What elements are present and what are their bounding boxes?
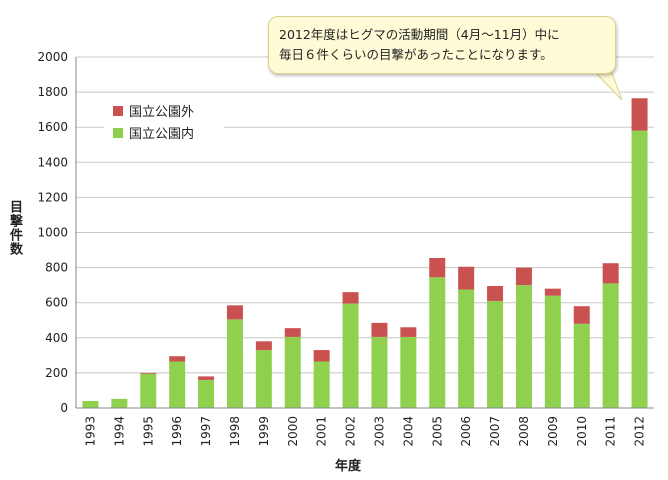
bar-outside-park: [602, 263, 619, 284]
bar-inside-park: [284, 336, 301, 408]
x-tick-labels: 1993 1994 1995 1996 1997 1998 1999 2000 2001 2002…: [83, 416, 646, 447]
x-tick-label: 2009: [546, 416, 560, 447]
x-tick-label: 2008: [517, 416, 531, 447]
x-tick-label: 1993: [83, 416, 97, 447]
legend-swatch-outside: [113, 106, 123, 116]
x-tick-label: 1996: [170, 416, 184, 447]
bar-inside-park: [487, 300, 504, 408]
bar-inside-park: [82, 400, 99, 408]
x-tick-label: 1997: [199, 416, 213, 447]
y-tick-label: 400: [45, 331, 68, 345]
bar-inside-park: [573, 323, 590, 408]
bar-outside-park: [371, 322, 388, 337]
x-tick-label: 2001: [315, 416, 329, 447]
annotation-line-2: 毎日６件くらいの目撃があったことになります。: [279, 47, 553, 62]
y-tick-label: 2000: [37, 50, 68, 64]
bar-outside-park: [631, 98, 648, 131]
y-axis-title: 目撃件数: [7, 200, 22, 256]
bar-outside-park: [226, 305, 243, 320]
callout-tail: [594, 72, 623, 101]
bar-inside-park: [226, 319, 243, 408]
bar-outside-park: [255, 341, 272, 351]
bar-outside-park: [573, 306, 590, 324]
y-tick-label: 1400: [37, 155, 68, 169]
bar-inside-park: [342, 303, 359, 408]
legend-label-outside: 国立公園外: [129, 105, 194, 120]
y-tick-label: 200: [45, 366, 68, 380]
bar-inside-park: [169, 361, 186, 408]
x-tick-label: 1999: [257, 416, 271, 447]
x-tick-label: 2012: [633, 416, 647, 447]
x-tick-label: 2004: [401, 416, 415, 447]
y-tick-label: 0: [60, 401, 68, 415]
x-tick-label: 2005: [430, 416, 444, 447]
bar-outside-park: [313, 350, 330, 362]
bar-inside-park: [602, 283, 619, 408]
bar-inside-park: [515, 285, 532, 408]
x-tick-label: 1995: [141, 416, 155, 447]
bar-inside-park: [429, 277, 446, 408]
x-tick-label: 2011: [604, 416, 618, 447]
bar-inside-park: [313, 361, 330, 408]
legend: 国立公園外 国立公園内: [104, 96, 224, 144]
bar-inside-park: [255, 350, 272, 408]
bar-outside-park: [458, 266, 475, 290]
bar-outside-park: [140, 372, 157, 374]
bar-outside-park: [400, 327, 417, 337]
legend-swatch-inside: [113, 128, 123, 138]
bar-outside-park: [342, 292, 359, 304]
y-tick-labels: 0 200 400 600 800 1000 1200 1400 1600 1800 2000: [37, 50, 68, 415]
bar-inside-park: [400, 336, 417, 408]
x-tick-label: 2007: [488, 416, 502, 447]
x-tick-label: 1994: [112, 416, 126, 447]
bar-outside-park: [169, 356, 186, 362]
bar-inside-park: [371, 336, 388, 408]
bar-outside-park: [284, 328, 301, 337]
bars: [82, 98, 648, 408]
y-tick-label: 600: [45, 296, 68, 310]
bar-inside-park: [631, 130, 648, 408]
bar-outside-park: [544, 288, 561, 296]
y-tick-label: 1800: [37, 85, 68, 99]
bar-outside-park: [198, 376, 215, 380]
x-tick-label: 1998: [228, 416, 242, 447]
bar-outside-park: [515, 267, 532, 286]
x-tick-label: 2006: [459, 416, 473, 447]
bar-inside-park: [544, 295, 561, 408]
x-tick-label: 2010: [575, 416, 589, 447]
legend-label-inside: 国立公園内: [129, 126, 194, 142]
y-tick-label: 1000: [37, 226, 68, 240]
bar-outside-park: [429, 257, 446, 278]
y-tick-label: 1600: [37, 120, 68, 134]
annotation-callout: 2012年度はヒグマの活動期間（4月〜11月）中に 毎日６件くらいの目撃があった…: [268, 16, 616, 74]
y-tick-label: 1200: [37, 190, 68, 204]
x-axis-title: 年度: [334, 459, 361, 474]
bar-inside-park: [111, 398, 128, 408]
bar-inside-park: [458, 289, 475, 408]
x-tick-label: 2003: [372, 416, 386, 447]
bar-outside-park: [487, 286, 504, 301]
x-tick-label: 2000: [286, 416, 300, 447]
annotation-line-1: 2012年度はヒグマの活動期間（4月〜11月）中に: [279, 27, 560, 42]
y-tick-label: 800: [45, 261, 68, 275]
bar-inside-park: [140, 373, 157, 408]
x-tick-label: 2002: [344, 416, 358, 447]
bar-inside-park: [198, 379, 215, 408]
legend-box: [104, 96, 224, 144]
